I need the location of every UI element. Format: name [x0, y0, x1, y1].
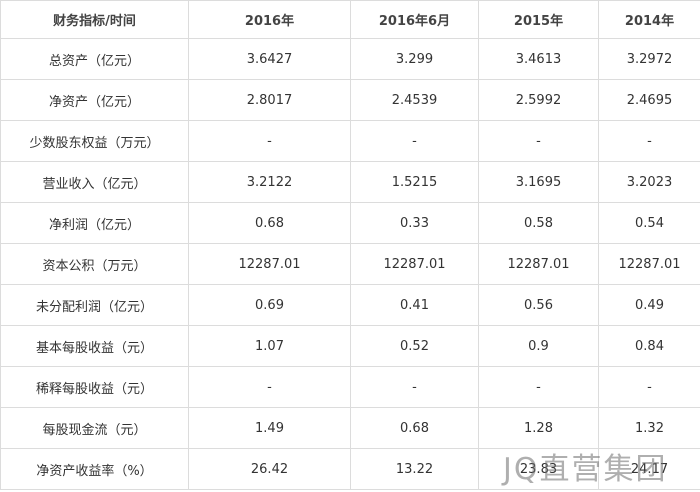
- cell: -: [350, 120, 479, 162]
- cell: 0.41: [350, 284, 479, 326]
- cell: 12287.01: [478, 243, 599, 285]
- row-label: 少数股东权益（万元）: [0, 120, 189, 162]
- row-label: 稀释每股收益（元）: [0, 366, 189, 408]
- cell: 3.1695: [478, 161, 599, 203]
- cell: -: [478, 366, 599, 408]
- table-body: 总资产（亿元） 3.6427 3.299 3.4613 3.2972 净资产（亿元） 2.8…: [0, 38, 700, 490]
- row-label: 总资产（亿元）: [0, 38, 189, 80]
- cell: -: [598, 120, 700, 162]
- table-row: 营业收入（亿元） 3.2122 1.5215 3.1695 3.2023: [0, 161, 700, 203]
- cell: 26.42: [188, 448, 351, 490]
- row-label: 净资产（亿元）: [0, 79, 189, 121]
- row-label: 资本公积（万元）: [0, 243, 189, 285]
- row-label: 未分配利润（亿元）: [0, 284, 189, 326]
- table-row: 净资产收益率（%） 26.42 13.22 23.83 24.17: [0, 448, 700, 490]
- table-row: 基本每股收益（元） 1.07 0.52 0.9 0.84: [0, 325, 700, 367]
- cell: 0.33: [350, 202, 479, 244]
- cell: 0.52: [350, 325, 479, 367]
- cell: 1.32: [598, 407, 700, 449]
- cell: 0.68: [350, 407, 479, 449]
- header-cell: 2014年: [598, 0, 700, 39]
- header-cell: 2015年: [478, 0, 599, 39]
- cell: 0.9: [478, 325, 599, 367]
- cell: 0.56: [478, 284, 599, 326]
- row-label: 基本每股收益（元）: [0, 325, 189, 367]
- table-row: 总资产（亿元） 3.6427 3.299 3.4613 3.2972: [0, 38, 700, 80]
- cell: 2.5992: [478, 79, 599, 121]
- cell: 1.49: [188, 407, 351, 449]
- table-row: 净资产（亿元） 2.8017 2.4539 2.5992 2.4695: [0, 79, 700, 121]
- cell: 0.58: [478, 202, 599, 244]
- header-cell: 2016年: [188, 0, 351, 39]
- cell: 0.54: [598, 202, 700, 244]
- row-label: 净资产收益率（%）: [0, 448, 189, 490]
- cell: 0.84: [598, 325, 700, 367]
- cell: 0.69: [188, 284, 351, 326]
- cell: 0.49: [598, 284, 700, 326]
- cell: 12287.01: [598, 243, 700, 285]
- table-row: 稀释每股收益（元） - - - -: [0, 366, 700, 408]
- table-row: 净利润（亿元） 0.68 0.33 0.58 0.54: [0, 202, 700, 244]
- watermark: JQ直营集团: [503, 452, 668, 487]
- cell: -: [188, 366, 351, 408]
- cell: 3.4613: [478, 38, 599, 80]
- cell: 2.4695: [598, 79, 700, 121]
- row-label: 净利润（亿元）: [0, 202, 189, 244]
- row-label: 每股现金流（元）: [0, 407, 189, 449]
- cell: 1.5215: [350, 161, 479, 203]
- table-row: 每股现金流（元） 1.49 0.68 1.28 1.32: [0, 407, 700, 449]
- cell: 3.2122: [188, 161, 351, 203]
- cell: 3.299: [350, 38, 479, 80]
- cell: 12287.01: [188, 243, 351, 285]
- header-row: 财务指标/时间 2016年 2016年6月 2015年 2014年: [0, 0, 700, 39]
- cell: 2.4539: [350, 79, 479, 121]
- table-row: 少数股东权益（万元） - - - -: [0, 120, 700, 162]
- cell: 3.2023: [598, 161, 700, 203]
- cell: 13.22: [350, 448, 479, 490]
- cell: -: [188, 120, 351, 162]
- table-row: 未分配利润（亿元） 0.69 0.41 0.56 0.49: [0, 284, 700, 326]
- row-label: 营业收入（亿元）: [0, 161, 189, 203]
- header-cell: 2016年6月: [350, 0, 479, 39]
- cell: 3.2972: [598, 38, 700, 80]
- header-cell: 财务指标/时间: [0, 0, 189, 39]
- cell: 23.83: [478, 448, 599, 490]
- table-row: 资本公积（万元） 12287.01 12287.01 12287.01 12287.01: [0, 243, 700, 285]
- cell: 2.8017: [188, 79, 351, 121]
- cell: 1.28: [478, 407, 599, 449]
- cell: 12287.01: [350, 243, 479, 285]
- cell: -: [350, 366, 479, 408]
- cell: -: [478, 120, 599, 162]
- cell: 3.6427: [188, 38, 351, 80]
- cell: 1.07: [188, 325, 351, 367]
- cell: -: [598, 366, 700, 408]
- cell: 0.68: [188, 202, 351, 244]
